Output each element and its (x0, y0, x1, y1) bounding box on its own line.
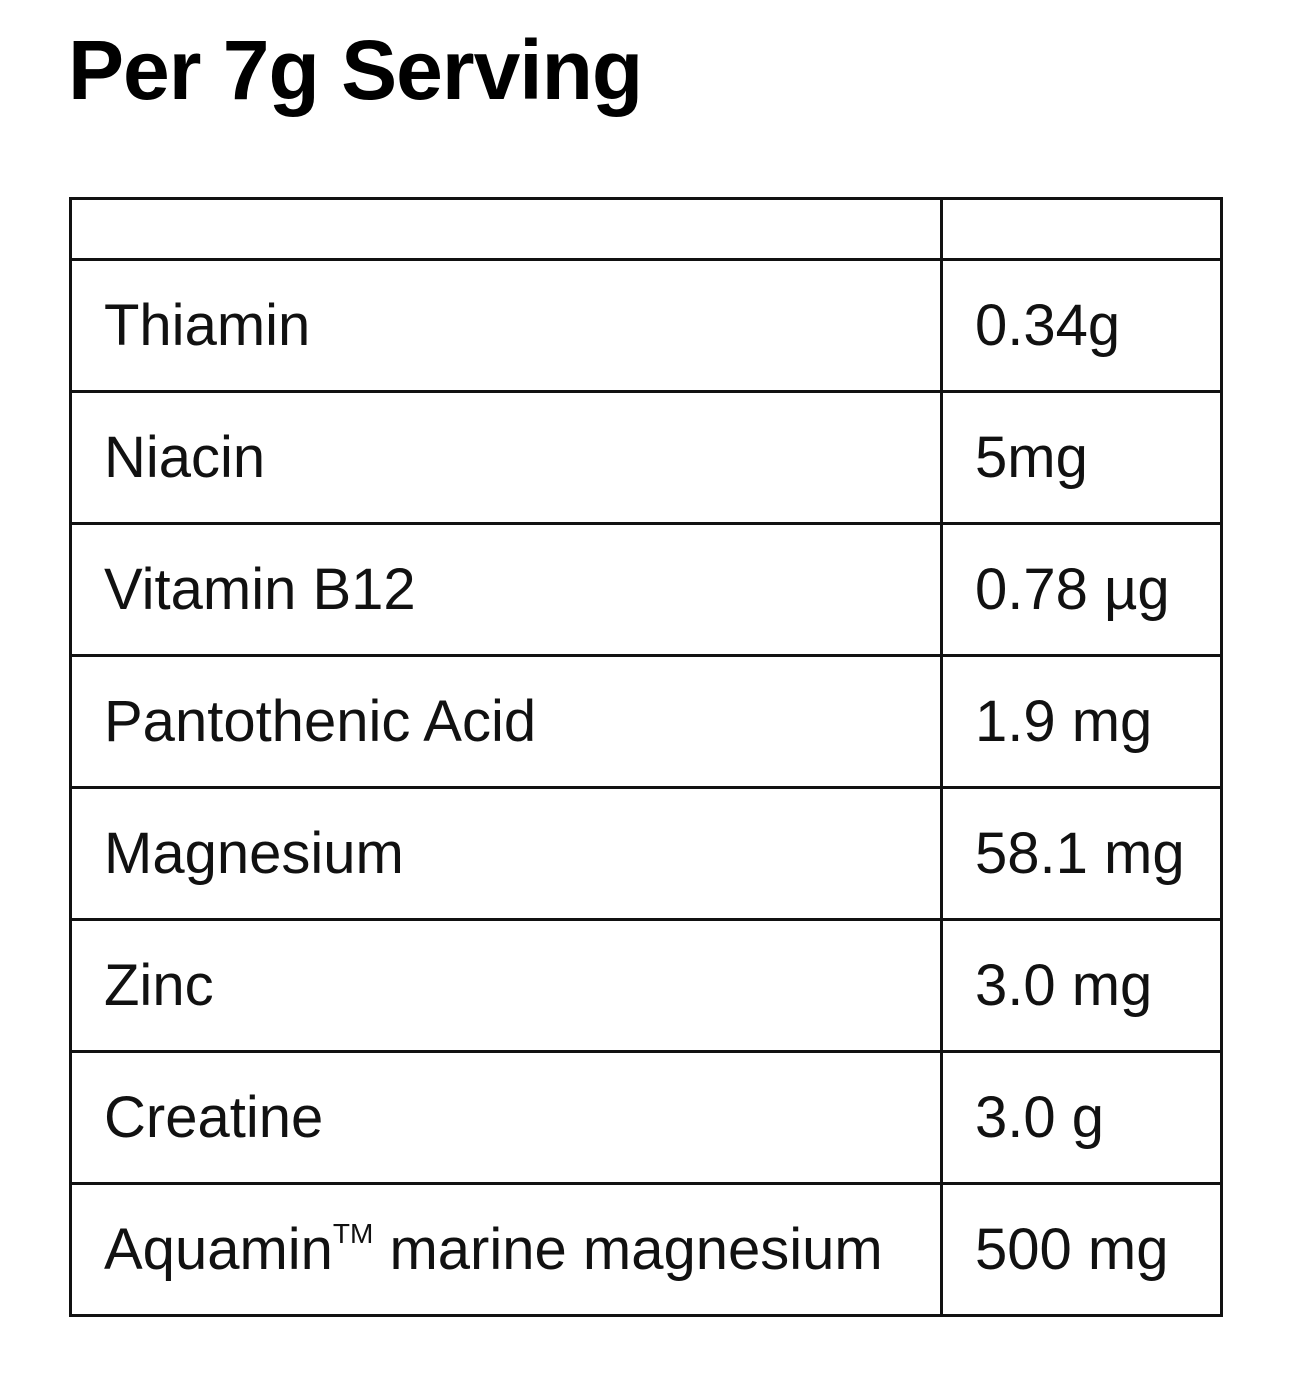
nutrient-name: AquaminTM marine magnesium (69, 1182, 943, 1317)
header-cell-amount (940, 197, 1223, 261)
table-row: Magnesium 58.1 mg (69, 786, 1223, 921)
table-row: Thiamin 0.34g (69, 258, 1223, 393)
nutrient-amount: 3.0 mg (940, 918, 1223, 1053)
nutrition-table: Thiamin 0.34g Niacin 5mg Vitamin B12 0.7… (69, 197, 1223, 1317)
nutrient-name: Zinc (69, 918, 943, 1053)
table-header-row (69, 197, 1223, 261)
nutrient-name: Thiamin (69, 258, 943, 393)
table-row: Zinc 3.0 mg (69, 918, 1223, 1053)
nutrient-amount: 58.1 mg (940, 786, 1223, 921)
nutrient-name: Niacin (69, 390, 943, 525)
nutrient-name-brand: Aquamin (104, 1217, 333, 1282)
table-row: Pantothenic Acid 1.9 mg (69, 654, 1223, 789)
table-row: AquaminTM marine magnesium 500 mg (69, 1182, 1223, 1317)
nutrient-amount: 0.34g (940, 258, 1223, 393)
nutrient-amount: 1.9 mg (940, 654, 1223, 789)
table-row: Vitamin B12 0.78 µg (69, 522, 1223, 657)
nutrient-name-rest: marine magnesium (373, 1217, 883, 1282)
header-cell-name (69, 197, 943, 261)
table-row: Creatine 3.0 g (69, 1050, 1223, 1185)
page-title: Per 7g Serving (68, 23, 643, 117)
nutrient-name: Magnesium (69, 786, 943, 921)
nutrient-amount: 0.78 µg (940, 522, 1223, 657)
table-row: Niacin 5mg (69, 390, 1223, 525)
nutrient-name: Vitamin B12 (69, 522, 943, 657)
nutrient-name: Pantothenic Acid (69, 654, 943, 789)
nutrient-amount: 5mg (940, 390, 1223, 525)
nutrient-name: Creatine (69, 1050, 943, 1185)
nutrient-amount: 500 mg (940, 1182, 1223, 1317)
trademark-symbol: TM (332, 1218, 374, 1249)
nutrient-amount: 3.0 g (940, 1050, 1223, 1185)
